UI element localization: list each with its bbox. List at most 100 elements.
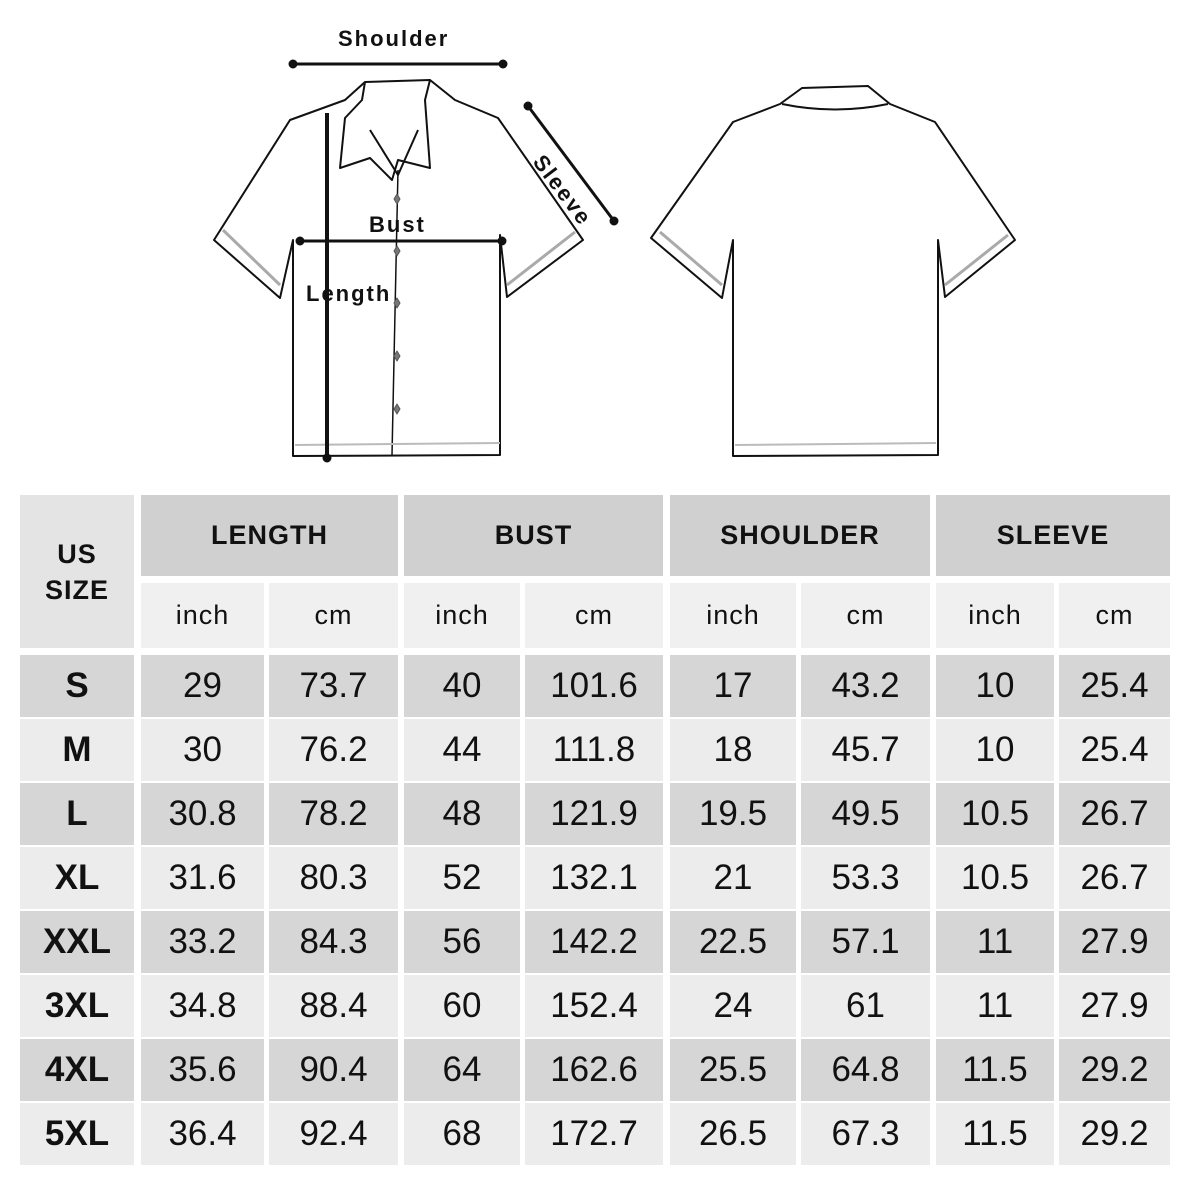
table-row: 3XL 34.8 88.4 60 152.4 24 61 11 27.9 [0, 975, 1200, 1037]
cell-shoulder-cm: 53.3 [801, 847, 930, 909]
table-row: 5XL 36.4 92.4 68 172.7 26.5 67.3 11.5 29.2 [0, 1103, 1200, 1165]
cell-size: 3XL [20, 975, 134, 1037]
length-label: Length [306, 281, 392, 306]
cell-bust-cm: 111.8 [525, 719, 663, 781]
cell-sleeve-inch: 10.5 [936, 783, 1054, 845]
cell-bust-cm: 162.6 [525, 1039, 663, 1101]
cell-sleeve-inch: 10 [936, 719, 1054, 781]
cell-bust-cm: 132.1 [525, 847, 663, 909]
bust-label: Bust [369, 212, 426, 237]
cell-length-cm: 80.3 [269, 847, 398, 909]
cell-length-inch: 35.6 [141, 1039, 264, 1101]
cell-length-cm: 84.3 [269, 911, 398, 973]
cell-shoulder-cm: 43.2 [801, 655, 930, 717]
cell-length-inch: 36.4 [141, 1103, 264, 1165]
cell-shoulder-cm: 61 [801, 975, 930, 1037]
cell-shoulder-inch: 19.5 [670, 783, 796, 845]
cell-length-cm: 78.2 [269, 783, 398, 845]
unit-inch: inch [404, 583, 520, 648]
cell-length-cm: 90.4 [269, 1039, 398, 1101]
cell-sleeve-cm: 29.2 [1059, 1103, 1170, 1165]
cell-bust-cm: 101.6 [525, 655, 663, 717]
group-header-length: LENGTH [141, 495, 398, 576]
cell-shoulder-cm: 64.8 [801, 1039, 930, 1101]
cell-length-cm: 73.7 [269, 655, 398, 717]
cell-length-inch: 34.8 [141, 975, 264, 1037]
cell-shoulder-inch: 18 [670, 719, 796, 781]
cell-size: L [20, 783, 134, 845]
cell-sleeve-inch: 11 [936, 975, 1054, 1037]
cell-sleeve-inch: 11 [936, 911, 1054, 973]
cell-size: XL [20, 847, 134, 909]
cell-sleeve-inch: 11.5 [936, 1039, 1054, 1101]
cell-sleeve-cm: 26.7 [1059, 783, 1170, 845]
cell-sleeve-cm: 27.9 [1059, 911, 1170, 973]
cell-shoulder-inch: 17 [670, 655, 796, 717]
cell-size: S [20, 655, 134, 717]
cell-size: 5XL [20, 1103, 134, 1165]
cell-shoulder-cm: 49.5 [801, 783, 930, 845]
back-shirt-outline [650, 85, 1016, 457]
front-buttons [393, 193, 401, 415]
cell-bust-inch: 56 [404, 911, 520, 973]
cell-bust-inch: 60 [404, 975, 520, 1037]
cell-bust-cm: 121.9 [525, 783, 663, 845]
cell-length-inch: 30 [141, 719, 264, 781]
table-row: XXL 33.2 84.3 56 142.2 22.5 57.1 11 27.9 [0, 911, 1200, 973]
shirt-diagram [213, 59, 1016, 463]
table-row: L 30.8 78.2 48 121.9 19.5 49.5 10.5 26.7 [0, 783, 1200, 845]
cell-length-cm: 76.2 [269, 719, 398, 781]
unit-cm: cm [269, 583, 398, 648]
cell-bust-cm: 142.2 [525, 911, 663, 973]
cell-length-inch: 30.8 [141, 783, 264, 845]
unit-inch: inch [936, 583, 1054, 648]
table-row: M 30 76.2 44 111.8 18 45.7 10 25.4 [0, 719, 1200, 781]
cell-shoulder-cm: 67.3 [801, 1103, 930, 1165]
cell-length-inch: 29 [141, 655, 264, 717]
cell-shoulder-inch: 25.5 [670, 1039, 796, 1101]
cell-sleeve-cm: 27.9 [1059, 975, 1170, 1037]
cell-bust-cm: 152.4 [525, 975, 663, 1037]
cell-bust-inch: 52 [404, 847, 520, 909]
unit-cm: cm [801, 583, 930, 648]
cell-length-cm: 88.4 [269, 975, 398, 1037]
cell-shoulder-cm: 57.1 [801, 911, 930, 973]
cell-bust-inch: 44 [404, 719, 520, 781]
cell-bust-inch: 48 [404, 783, 520, 845]
cell-shoulder-inch: 21 [670, 847, 796, 909]
us-size-header: US SIZE [20, 495, 134, 648]
cell-length-cm: 92.4 [269, 1103, 398, 1165]
cell-sleeve-inch: 10.5 [936, 847, 1054, 909]
unit-cm: cm [1059, 583, 1170, 648]
cell-size: 4XL [20, 1039, 134, 1101]
us-size-header-line1: US [57, 538, 97, 569]
group-header-sleeve: SLEEVE [936, 495, 1170, 576]
cell-shoulder-inch: 22.5 [670, 911, 796, 973]
cell-size: M [20, 719, 134, 781]
cell-sleeve-inch: 11.5 [936, 1103, 1054, 1165]
cell-shoulder-cm: 45.7 [801, 719, 930, 781]
cell-sleeve-inch: 10 [936, 655, 1054, 717]
cell-sleeve-cm: 29.2 [1059, 1039, 1170, 1101]
table-row: XL 31.6 80.3 52 132.1 21 53.3 10.5 26.7 [0, 847, 1200, 909]
cell-length-inch: 31.6 [141, 847, 264, 909]
us-size-header-line2: SIZE [44, 574, 109, 605]
cell-sleeve-cm: 25.4 [1059, 655, 1170, 717]
cell-sleeve-cm: 25.4 [1059, 719, 1170, 781]
unit-inch: inch [670, 583, 796, 648]
cell-shoulder-inch: 24 [670, 975, 796, 1037]
cell-sleeve-cm: 26.7 [1059, 847, 1170, 909]
measurement-lines [288, 59, 619, 463]
unit-cm: cm [525, 583, 663, 648]
table-row: 4XL 35.6 90.4 64 162.6 25.5 64.8 11.5 29.2 [0, 1039, 1200, 1101]
cell-shoulder-inch: 26.5 [670, 1103, 796, 1165]
cell-bust-inch: 68 [404, 1103, 520, 1165]
front-shirt-outline [213, 79, 584, 457]
group-header-shoulder: SHOULDER [670, 495, 930, 576]
cell-size: XXL [20, 911, 134, 973]
group-header-bust: BUST [404, 495, 663, 576]
cell-bust-inch: 64 [404, 1039, 520, 1101]
shoulder-label: Shoulder [338, 26, 450, 51]
unit-inch: inch [141, 583, 264, 648]
